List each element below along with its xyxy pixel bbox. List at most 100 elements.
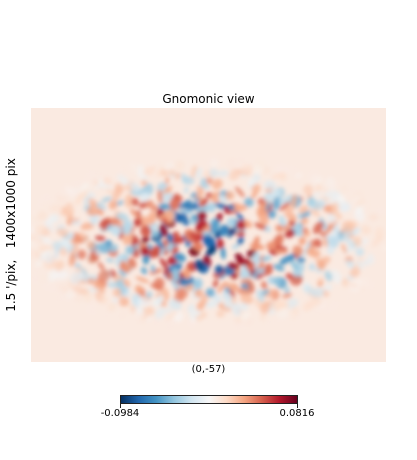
anisotropy-blob [359,277,370,289]
anisotropy-blob [205,245,218,257]
anisotropy-blob [185,320,196,330]
anisotropy-blob [278,215,287,228]
anisotropy-blob [322,237,329,248]
anisotropy-blob [223,299,234,309]
anisotropy-blob [203,300,220,308]
anisotropy-blob [360,225,372,235]
anisotropy-blob [179,212,190,226]
anisotropy-blob [162,185,173,194]
anisotropy-blob [253,157,265,172]
anisotropy-blob [149,268,163,275]
anisotropy-blob [171,267,180,282]
anisotropy-blob [199,182,210,190]
anisotropy-blob [330,300,340,310]
anisotropy-blob [217,170,229,177]
anisotropy-blob [261,314,271,326]
anisotropy-blob [346,275,354,281]
anisotropy-blob [107,302,117,312]
anisotropy-blob [212,279,219,288]
anisotropy-blob [300,216,309,226]
anisotropy-blob [311,287,325,299]
anisotropy-blob [293,222,304,237]
gnomonic-map [31,108,386,362]
anisotropy-blob [115,212,129,221]
anisotropy-blob [312,308,323,317]
anisotropy-blob [223,206,230,215]
anisotropy-blob [108,200,118,210]
anisotropy-blob [190,165,198,179]
anisotropy-blob [301,227,309,234]
anisotropy-blob [74,193,84,206]
anisotropy-blob [160,192,174,203]
anisotropy-blob [154,307,166,319]
anisotropy-blob [205,176,213,185]
anisotropy-blob [141,179,148,187]
anisotropy-blob [263,192,274,203]
anisotropy-blob [145,156,156,167]
anisotropy-blob [323,224,333,237]
anisotropy-blob [259,302,271,314]
anisotropy-blob [310,208,320,217]
anisotropy-blob [284,286,290,295]
anisotropy-blob [219,224,230,237]
anisotropy-blob [165,310,179,321]
anisotropy-blob [289,253,296,262]
anisotropy-blob [234,204,248,212]
anisotropy-blob [64,185,76,198]
anisotropy-blob [85,173,96,181]
anisotropy-blob [285,272,294,280]
anisotropy-blob [282,292,293,299]
anisotropy-blob [240,293,254,305]
anisotropy-blob [246,279,255,293]
anisotropy-blob [166,233,174,243]
anisotropy-blob [112,226,122,237]
anisotropy-blob [303,184,314,195]
anisotropy-blob [327,236,339,248]
anisotropy-blob [83,196,90,205]
anisotropy-blob [234,321,247,331]
anisotropy-blob [292,245,303,256]
anisotropy-blob [351,195,361,205]
anisotropy-blob [194,259,205,271]
anisotropy-blob [279,254,293,265]
anisotropy-blob [179,275,194,287]
anisotropy-blob [150,264,156,273]
anisotropy-blob [371,234,384,247]
anisotropy-blob [235,186,245,198]
anisotropy-blob [194,277,203,288]
anisotropy-blob [272,196,281,210]
anisotropy-blob [118,308,128,321]
anisotropy-blob [300,211,312,219]
anisotropy-blob [48,267,58,282]
anisotropy-blob [66,232,75,240]
anisotropy-blob [271,171,287,180]
anisotropy-blob [226,217,236,227]
anisotropy-blob [210,191,222,203]
anisotropy-blob [134,284,143,294]
anisotropy-blob [273,264,285,272]
anisotropy-blob [260,255,272,262]
anisotropy-blob [252,252,261,265]
anisotropy-blob [313,238,322,248]
anisotropy-blob [149,245,161,259]
anisotropy-blob [273,276,282,286]
anisotropy-blob [237,259,251,266]
anisotropy-blob [156,167,164,178]
anisotropy-blob [145,291,153,299]
anisotropy-blob [41,203,47,209]
anisotropy-blob [49,204,63,213]
anisotropy-blob [195,314,203,322]
anisotropy-blob [146,211,157,226]
anisotropy-blob [142,306,156,315]
anisotropy-blob [205,287,216,298]
anisotropy-blob [279,201,291,211]
anisotropy-blob [187,303,195,313]
anisotropy-blob [303,285,316,295]
anisotropy-blob [54,292,66,305]
anisotropy-blob [378,215,386,223]
anisotropy-blob [227,262,239,270]
anisotropy-blob [163,249,169,256]
anisotropy-blob [205,192,213,198]
anisotropy-blob [151,230,159,238]
anisotropy-blob [264,180,277,191]
